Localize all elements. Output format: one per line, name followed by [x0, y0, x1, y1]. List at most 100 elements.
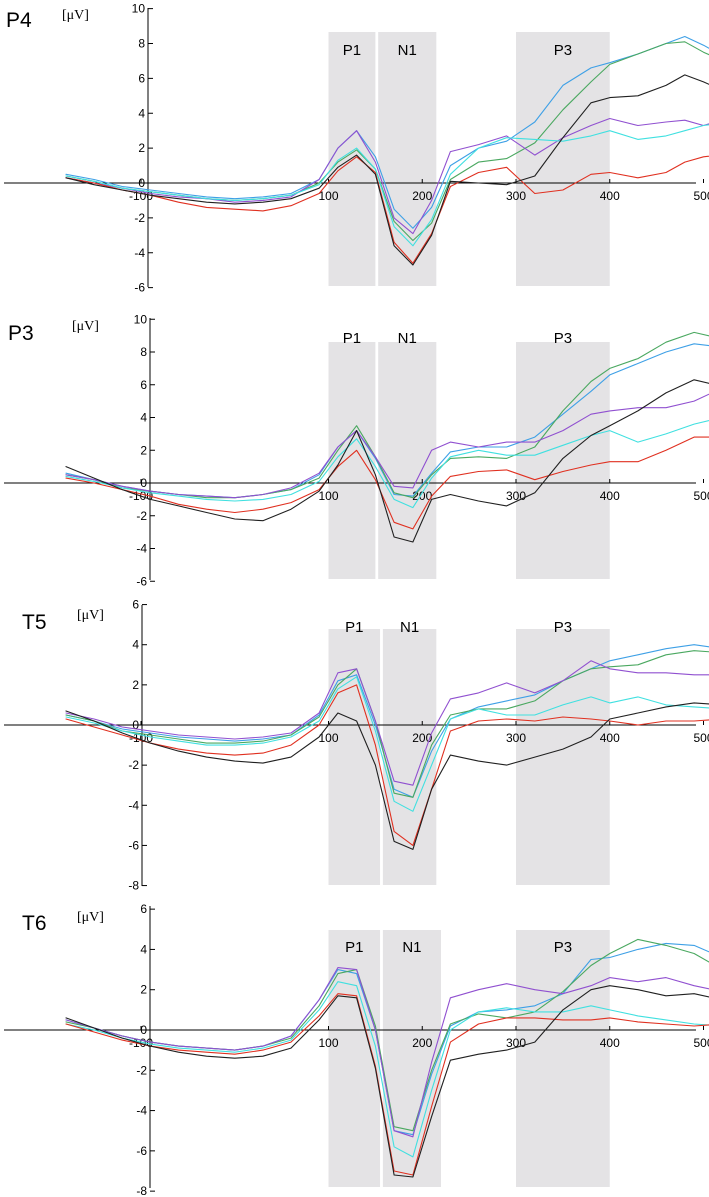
y-tick-label: -6: [134, 281, 145, 295]
trace-4: [65, 981, 709, 1158]
x-tick-label: 500: [693, 489, 709, 503]
window-N1: [382, 629, 437, 885]
y-axis-unit: [μV]: [77, 608, 104, 623]
y-tick-label: -6: [136, 574, 147, 588]
window-P1: [328, 32, 376, 286]
y-tick-label: 6: [140, 378, 147, 392]
window-label-P3: P3: [554, 939, 572, 956]
trace-3: [65, 660, 709, 786]
y-tick-label: -6: [136, 1144, 147, 1158]
x-tick-label: 500: [693, 189, 709, 203]
window-label-P1: P1: [345, 939, 363, 956]
y-tick-label: -8: [136, 1184, 147, 1197]
y-axis-unit: [μV]: [62, 8, 89, 23]
trace-5: [65, 684, 709, 846]
window-P3: [516, 930, 610, 1187]
y-tick-label: 2: [140, 983, 147, 997]
y-tick-label: -2: [136, 1063, 147, 1077]
x-tick-label: 400: [600, 731, 620, 745]
trace-1: [65, 644, 709, 798]
window-label-P1: P1: [345, 619, 363, 636]
y-tick-label: 0: [140, 1023, 147, 1037]
y-tick-label: -4: [134, 246, 145, 260]
window-P3: [516, 342, 610, 579]
trace-4: [65, 676, 709, 812]
x-tick-label: 400: [600, 489, 620, 503]
trace-2: [65, 650, 709, 798]
trace-5: [65, 993, 709, 1176]
window-label-P3: P3: [554, 619, 572, 636]
trace-6: [65, 155, 709, 264]
x-tick-label: 100: [318, 731, 338, 745]
x-tick-label: 200: [412, 1036, 432, 1050]
window-N1: [378, 342, 437, 579]
x-tick-label: 300: [506, 189, 526, 203]
trace-4: [65, 420, 709, 509]
y-tick-label: -4: [136, 1104, 147, 1118]
y-tick-label: 0: [132, 718, 139, 732]
y-tick-label: -2: [136, 509, 147, 523]
y-tick-label: -6: [128, 838, 139, 852]
y-tick-label: 4: [138, 106, 145, 120]
window-label-P3: P3: [554, 42, 572, 59]
x-tick-label: 400: [600, 1036, 620, 1050]
window-P3: [516, 32, 610, 286]
y-axis-unit: [μV]: [72, 319, 99, 334]
trace-6: [65, 379, 709, 543]
window-label-N1: N1: [398, 42, 417, 59]
panel-title: P4: [6, 9, 32, 32]
y-tick-label: 6: [132, 598, 139, 612]
window-label-N1: N1: [398, 330, 417, 347]
y-tick-label: 2: [140, 443, 147, 457]
panel-P4: P1N1P3-6-4-20246810-100100200300400500P4…: [4, 2, 709, 295]
window-N1: [382, 930, 441, 1187]
y-tick-label: 6: [138, 71, 145, 85]
y-tick-label: -4: [128, 798, 139, 812]
trace-2: [65, 331, 709, 499]
panel-title: T6: [22, 912, 47, 935]
window-N1: [378, 32, 437, 286]
window-label-N1: N1: [402, 939, 421, 956]
window-label-N1: N1: [400, 619, 419, 636]
x-tick-label: 100: [318, 489, 338, 503]
x-tick-label: 200: [412, 489, 432, 503]
trace-6: [65, 702, 709, 850]
y-tick-label: 2: [138, 141, 145, 155]
window-label-P1: P1: [343, 330, 361, 347]
y-tick-label: 8: [140, 345, 147, 359]
window-P1: [328, 342, 376, 579]
panel-title: T5: [22, 611, 47, 634]
y-tick-label: 10: [132, 2, 146, 16]
y-tick-label: 2: [132, 678, 139, 692]
y-tick-label: 10: [134, 312, 148, 326]
y-tick-label: 4: [140, 411, 147, 425]
y-tick-label: 4: [132, 638, 139, 652]
x-tick-label: 100: [318, 189, 338, 203]
x-tick-label: 100: [318, 1036, 338, 1050]
y-tick-label: 6: [140, 902, 147, 916]
y-tick-label: -8: [128, 879, 139, 893]
x-tick-label: 200: [412, 189, 432, 203]
trace-7: [65, 74, 709, 266]
trace-3: [65, 393, 709, 499]
panel-T6: P1N1P3-8-6-4-20246-100100200300400500T6[…: [4, 902, 709, 1197]
panel-P3: P1N1P3-6-4-20246810-100100200300400500P3…: [4, 312, 709, 588]
y-tick-label: 8: [138, 37, 145, 51]
trace-5: [65, 436, 709, 530]
window-label-P3: P3: [554, 330, 572, 347]
y-tick-label: -2: [128, 758, 139, 772]
y-tick-label: -4: [136, 542, 147, 556]
x-tick-label: 200: [412, 731, 432, 745]
y-tick-label: 4: [140, 942, 147, 956]
window-P3: [516, 629, 610, 885]
trace-6: [65, 985, 709, 1178]
y-tick-label: 0: [140, 476, 147, 490]
panel-T5: P1N1P3-8-6-4-20246-100100200300400500T5[…: [4, 598, 709, 893]
x-tick-label: 400: [600, 189, 620, 203]
panel-title: P3: [8, 322, 34, 345]
trace-3: [65, 967, 709, 1138]
x-tick-label: 500: [693, 1036, 709, 1050]
y-axis-unit: [μV]: [77, 910, 104, 925]
y-tick-label: 0: [138, 176, 145, 190]
